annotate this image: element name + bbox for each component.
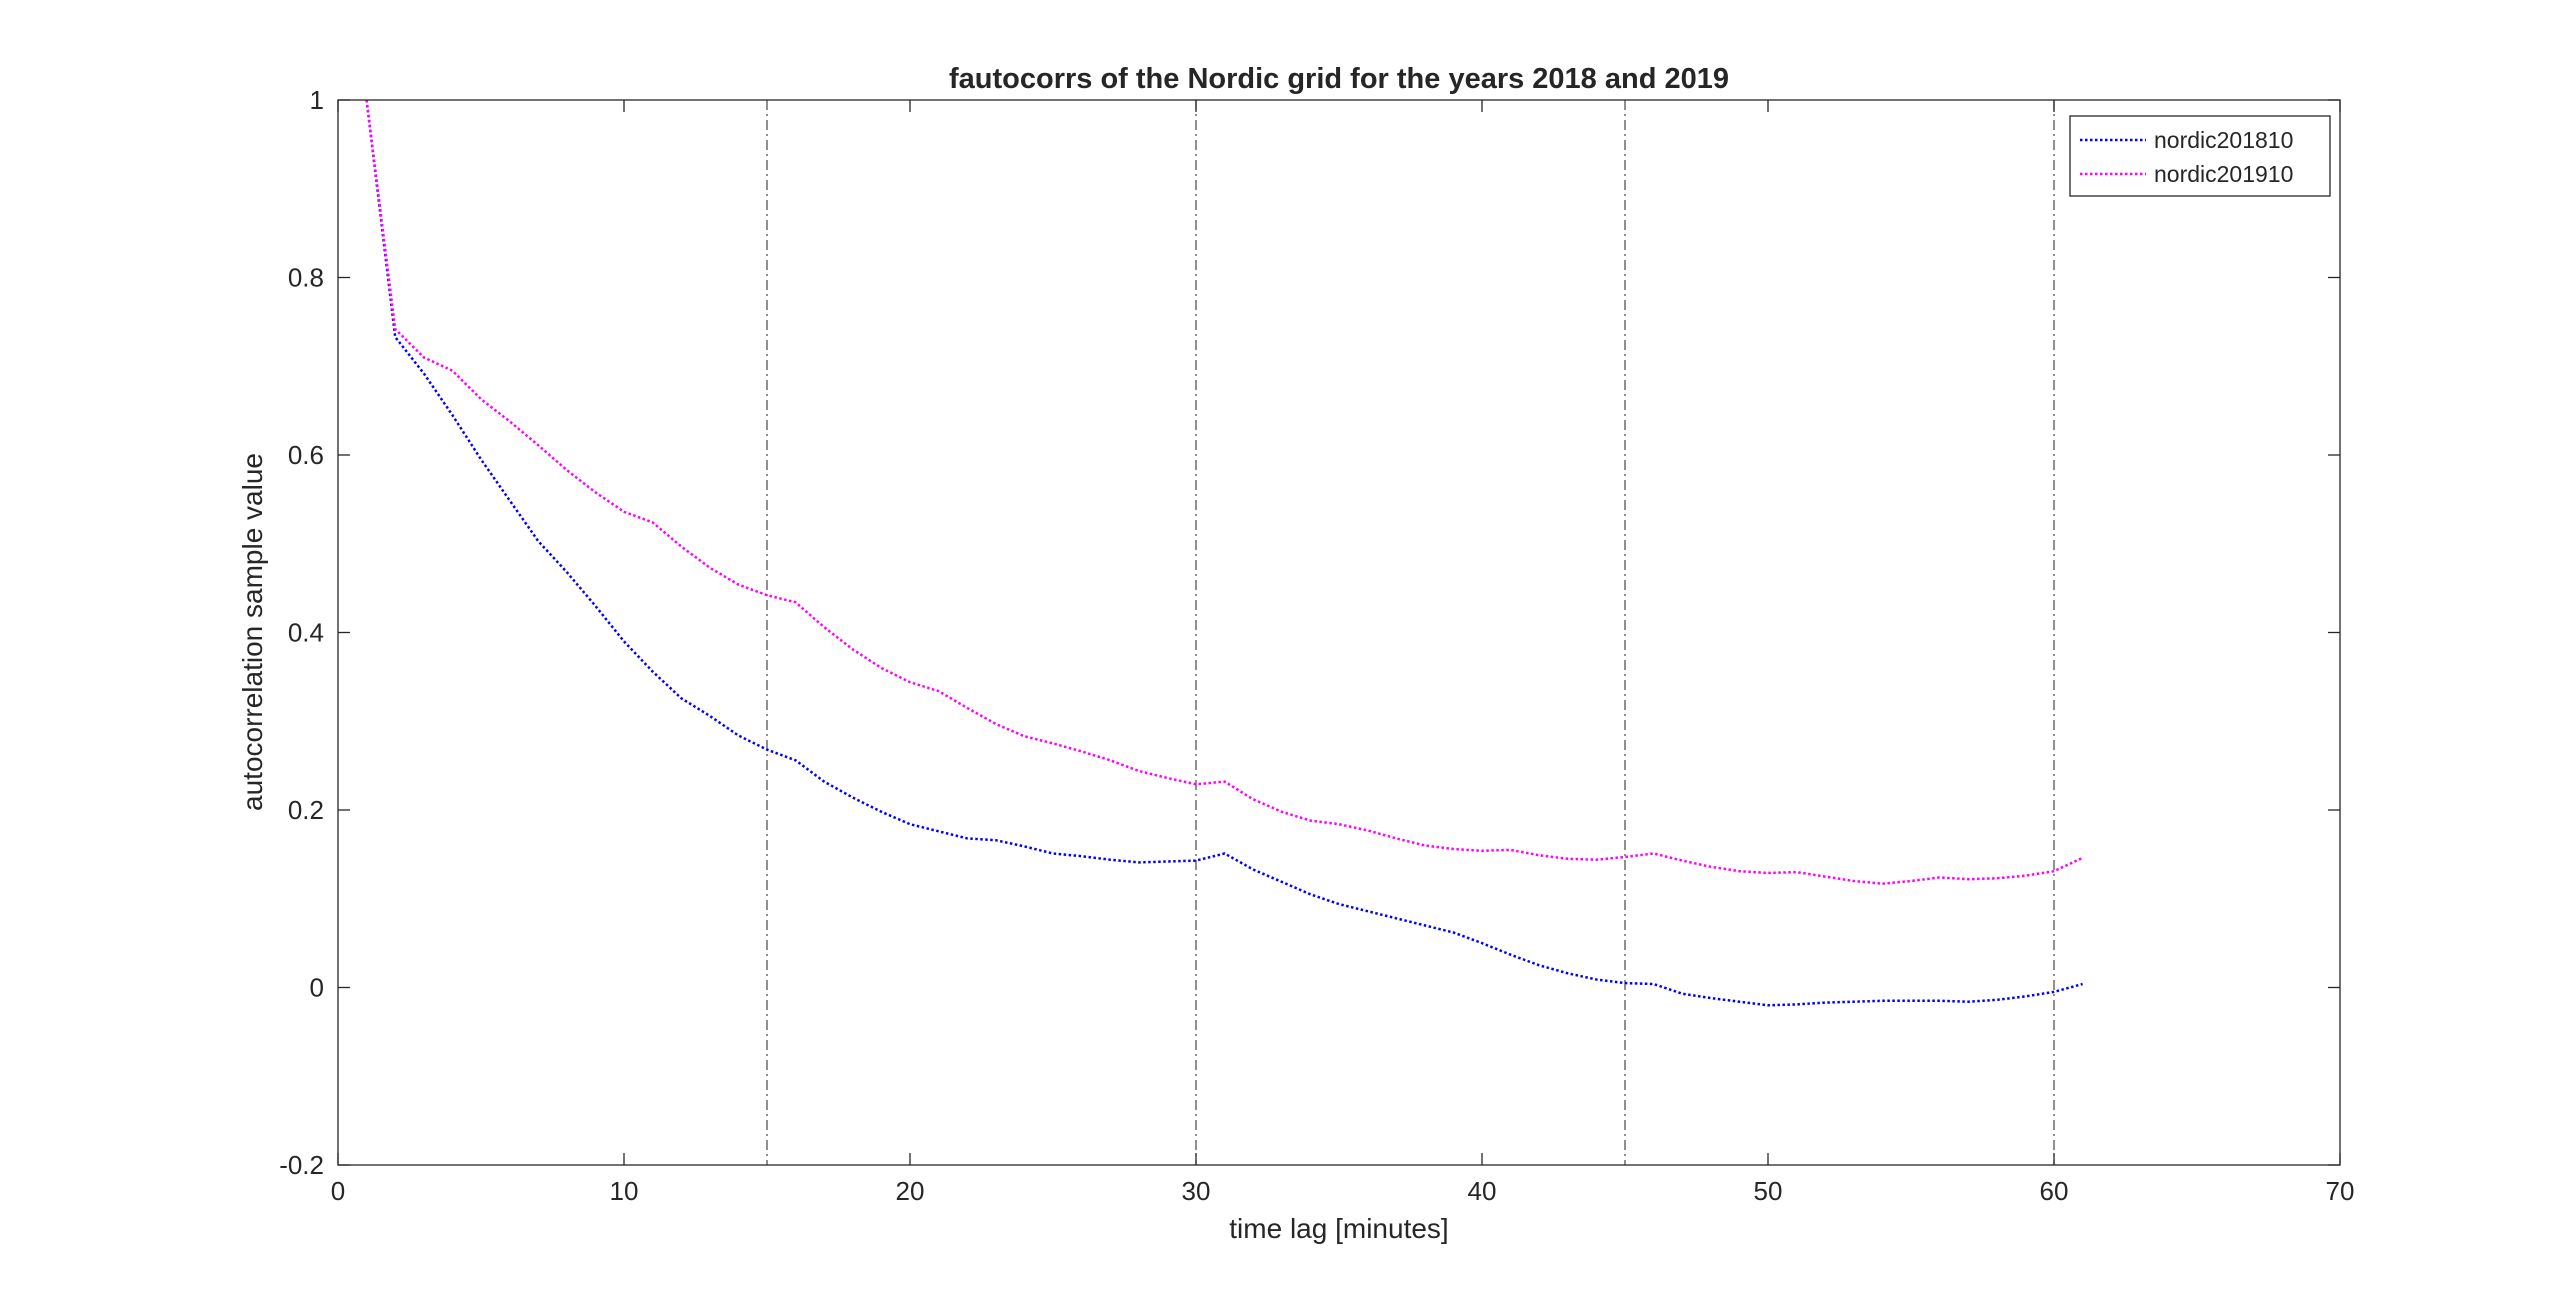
y-tick-label: 1	[310, 85, 324, 115]
legend-box	[2069, 115, 2331, 197]
y-tick-label: -0.2	[279, 1150, 324, 1180]
x-tick-label: 60	[2040, 1176, 2069, 1206]
x-tick-label: 0	[331, 1176, 345, 1206]
legend-label-nordic201910: nordic201910	[2154, 161, 2293, 187]
chart-title: fautocorrs of the Nordic grid for the ye…	[949, 63, 1729, 95]
reference-lines	[766, 100, 2055, 1165]
plot-area	[338, 100, 2340, 1165]
y-tick-label: 0	[310, 973, 324, 1003]
y-tick-label: 0.6	[288, 440, 324, 470]
series-layer	[365, 99, 2084, 1007]
x-tick-label: 70	[2326, 1176, 2355, 1206]
series-line-nordic201810	[365, 99, 2083, 1007]
x-axis-title: time lag [minutes]	[1229, 1213, 1448, 1244]
x-tick-label: 10	[610, 1176, 639, 1206]
x-tick-label: 40	[1468, 1176, 1497, 1206]
legend: nordic201810 nordic201910	[2069, 115, 2331, 197]
legend-label-nordic201810: nordic201810	[2154, 127, 2293, 153]
x-tick-label: 50	[1754, 1176, 1783, 1206]
series-line-nordic201910	[365, 99, 2084, 885]
axis-ticks: 0 10 20 30 40 50 60 70-0.200.20.40.60.81	[279, 85, 2354, 1206]
y-axis-title: autocorrelation sample value	[237, 453, 268, 811]
x-tick-label: 20	[896, 1176, 925, 1206]
y-tick-label: 0.8	[288, 263, 324, 293]
y-tick-label: 0.4	[288, 618, 324, 648]
y-tick-label: 0.2	[288, 795, 324, 825]
x-tick-label: 30	[1182, 1176, 1211, 1206]
